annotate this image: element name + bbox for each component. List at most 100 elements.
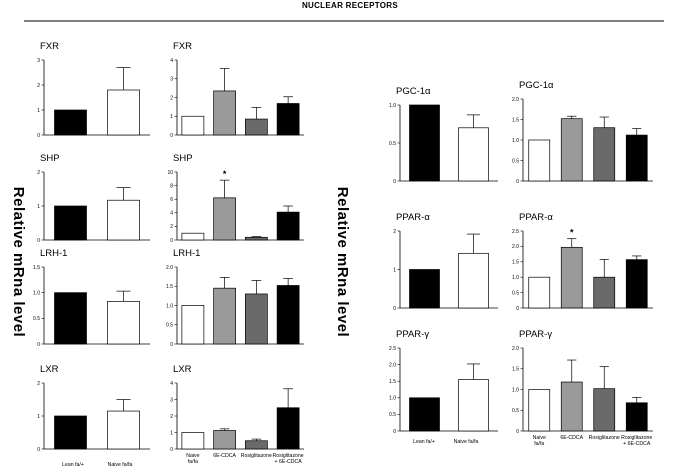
y-tick-label: 2.5 bbox=[389, 346, 396, 352]
y-tick-label: 2.0 bbox=[512, 244, 519, 250]
panel-title: FXR bbox=[40, 41, 59, 52]
chart-panel-shp-b: SHP 0 2 4 6 8 10 * bbox=[167, 153, 304, 244]
left-x-label: fa/fa bbox=[188, 459, 198, 465]
right-x-label: Naive bbox=[533, 435, 546, 441]
y-tick-label: 0 bbox=[37, 342, 40, 348]
chart-panel-fxr-b: FXR 0 1 2 3 4 bbox=[170, 41, 304, 139]
bar bbox=[593, 127, 616, 182]
y-tick-label: 1 bbox=[37, 108, 40, 114]
y-axis-label-right: Relative mRna level bbox=[334, 187, 351, 337]
y-tick-label: 1.0 bbox=[389, 396, 396, 402]
chart-panel-pparg-b: PPAR-γ 0 0.5 1.0 1.5 2.0 bbox=[512, 329, 653, 435]
y-tick-label: 1 bbox=[170, 114, 173, 120]
bar bbox=[54, 292, 87, 345]
chart-panel-pparg-a: PPAR-γ 0 0.5 1.0 1.5 2.0 2.5 bbox=[389, 329, 498, 435]
bar bbox=[458, 379, 489, 432]
bar bbox=[528, 139, 551, 182]
significance-star: * bbox=[570, 228, 574, 238]
bar bbox=[560, 246, 583, 309]
right-x-label: fa/fa bbox=[534, 441, 544, 447]
y-tick-label: 1.5 bbox=[389, 379, 396, 385]
y-tick-label: 1.0 bbox=[33, 290, 40, 296]
panel-title: PPAR-α bbox=[519, 212, 553, 223]
bar bbox=[276, 103, 300, 136]
bar bbox=[107, 301, 140, 345]
bar bbox=[528, 276, 551, 309]
y-tick-label: 2 bbox=[170, 95, 173, 101]
panel-title: LRH-1 bbox=[40, 248, 67, 259]
bar bbox=[276, 285, 300, 345]
y-tick-label: 1.0 bbox=[166, 303, 173, 309]
y-tick-label: 2.0 bbox=[389, 362, 396, 368]
bar bbox=[593, 276, 616, 309]
y-tick-label: 0 bbox=[170, 133, 173, 139]
panel-title: SHP bbox=[40, 153, 60, 164]
y-tick-label: 0 bbox=[170, 342, 173, 348]
y-tick-label: 0 bbox=[37, 133, 40, 139]
chart-panel-fxr-a: FXR 0 1 2 3 bbox=[37, 41, 150, 139]
bar bbox=[458, 252, 489, 309]
y-tick-label: 0.5 bbox=[389, 412, 396, 418]
bar bbox=[181, 232, 205, 241]
bar bbox=[593, 388, 616, 432]
y-tick-label: 1.0 bbox=[512, 138, 519, 144]
y-tick-label: 1.5 bbox=[512, 260, 519, 266]
y-tick-label: 1 bbox=[37, 414, 40, 420]
left-x-label: 6E-CDCA bbox=[213, 453, 236, 459]
y-tick-label: 1.5 bbox=[166, 284, 173, 290]
y-tick-label: 3 bbox=[170, 397, 173, 403]
bar bbox=[181, 305, 205, 345]
x-labels-right-two: Lean fa/+ Naive fa/fa bbox=[413, 439, 478, 445]
y-tick-label: 8 bbox=[170, 183, 173, 189]
y-tick-label: 0 bbox=[516, 179, 519, 185]
chart-panel-ppara-a: PPAR-α 0 1 2 bbox=[393, 212, 498, 312]
right-x-label: + 6E-CDCA bbox=[623, 441, 651, 447]
y-tick-label: 2.0 bbox=[512, 346, 519, 352]
bar bbox=[213, 430, 236, 450]
panel-title: PPAR-γ bbox=[519, 329, 552, 340]
bar bbox=[409, 104, 440, 182]
left-x-label: Rosiglitazone bbox=[241, 453, 272, 459]
left-x-label: + 6E-CDCA bbox=[275, 459, 303, 465]
x-label: Lean fa/+ bbox=[62, 462, 84, 468]
x-label: Naive fa/fa bbox=[454, 439, 479, 445]
y-tick-label: 2 bbox=[37, 83, 40, 89]
y-tick-label: 1.0 bbox=[512, 275, 519, 281]
bar bbox=[245, 440, 268, 450]
y-tick-label: 2.5 bbox=[512, 229, 519, 235]
y-tick-label: 0.5 bbox=[512, 158, 519, 164]
y-tick-label: 0 bbox=[516, 429, 519, 435]
chart-panel-pgc-a: PGC-1α 0 0.5 1.0 bbox=[389, 86, 498, 185]
bar bbox=[458, 127, 489, 182]
bar bbox=[625, 134, 648, 182]
chart-panel-shp-a: SHP 0 1 2 bbox=[37, 153, 150, 244]
y-tick-label: 0 bbox=[37, 447, 40, 453]
bar bbox=[107, 410, 140, 450]
right-x-label: Rosiglitazone bbox=[621, 435, 652, 441]
y-tick-label: 0 bbox=[37, 238, 40, 244]
left-x-label: Naive bbox=[186, 453, 199, 459]
y-axis-label-left: Relative mRna level bbox=[10, 187, 27, 337]
chart-panel-lxr-b: LXR 0 1 2 3 4 bbox=[170, 364, 304, 453]
y-tick-label: 2 bbox=[170, 224, 173, 230]
y-tick-label: 0 bbox=[393, 306, 396, 312]
significance-star: * bbox=[223, 169, 227, 179]
chart-panel-lrh1-b: LRH-1 0 0.5 1.0 1.5 2.0 bbox=[166, 248, 304, 348]
y-tick-label: 2 bbox=[37, 381, 40, 387]
bar bbox=[625, 259, 648, 309]
y-tick-label: 0.5 bbox=[512, 290, 519, 296]
chart-panel-lxr-a: LXR 0 1 2 bbox=[37, 364, 150, 453]
panel-title: LXR bbox=[173, 364, 192, 375]
bar bbox=[625, 402, 648, 432]
bar bbox=[245, 236, 268, 241]
chart-panel-pgc-b: PGC-1α 0 0.5 1.0 1.5 2.0 bbox=[512, 80, 653, 185]
y-tick-label: 4 bbox=[170, 381, 173, 387]
bar bbox=[213, 90, 236, 136]
bar bbox=[528, 389, 551, 432]
bar bbox=[181, 432, 205, 450]
left-x-label: Rosiglitazone bbox=[273, 453, 304, 459]
bar bbox=[107, 199, 140, 241]
panel-title: LXR bbox=[40, 364, 59, 375]
bar bbox=[245, 293, 268, 345]
